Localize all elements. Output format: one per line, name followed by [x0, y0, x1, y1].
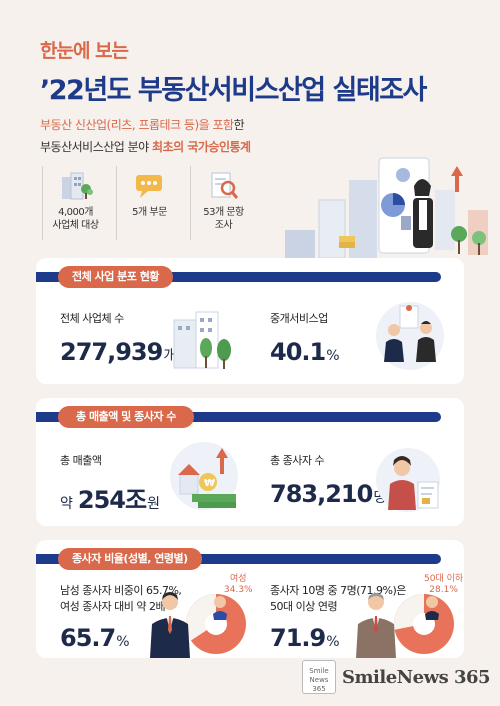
total-employees-label: 총 종사자 수 [270, 454, 325, 467]
value-unit: 개 [163, 348, 176, 364]
logo-line1: Smile [309, 667, 329, 675]
section-tag: 총 매출액 및 종사자 수 [58, 406, 194, 428]
feature-questions: 53개 문항 조사 [190, 166, 256, 240]
section-tag: 종사자 비율(성별, 연령별) [58, 548, 202, 570]
brand-name: SmileNews 365 [342, 666, 491, 688]
description-line-2: 부동산서비스산업 분야 최초의 국가승인통계 [40, 138, 251, 155]
description-accent: 부동산 신산업(리츠, 프롭테크 등)을 포함 [40, 118, 234, 132]
feature-label-line2: 조사 [214, 220, 233, 231]
description-line-1: 부동산 신산업(리츠, 프롭테크 등)을 포함한 [40, 116, 245, 133]
logo-line3: 365 [312, 685, 326, 693]
value-number: 783,210 [270, 480, 373, 508]
value-number: 254조 [77, 486, 147, 514]
description-plain: 부동산서비스산업 분야 [40, 140, 153, 154]
magnifier-document-icon [191, 166, 256, 206]
pie-label-line1: 여성 [230, 574, 247, 584]
feature-label-line1: 5개 부문 [132, 207, 167, 218]
feature-label-line1: 53개 문항 [203, 207, 244, 218]
age-ratio-label-line1: 종사자 10명 중 7명(71.9%)은 [270, 584, 406, 597]
value-unit: % [326, 634, 339, 650]
chat-bubble-icon [117, 166, 182, 206]
gender-pie-graphic [186, 594, 246, 654]
section-tag: 전체 사업 분포 현황 [58, 266, 173, 288]
value-prefix: 약 [60, 496, 73, 512]
total-sales-label: 총 매출액 [60, 454, 102, 467]
total-businesses-label: 전체 사업체 수 [60, 312, 124, 325]
value-number: 277,939 [60, 338, 163, 366]
brokers-meeting-illustration [374, 300, 446, 376]
feature-businesses: 4,000개 사업체 대상 [42, 166, 108, 240]
total-employees-value: 783,210명 [270, 480, 386, 508]
logo-line2: News [309, 676, 329, 684]
male-figure [150, 592, 190, 658]
section-bar [36, 554, 441, 564]
pie-label-line2: 34.3% [224, 585, 253, 595]
under50-ratio-label: 50대 이하 28.1% [424, 574, 463, 596]
card-sales-employees: 총 매출액 및 종사자 수 총 매출액 약 254조원 ₩ 총 종사자 수 783… [36, 398, 464, 526]
value-number: 65.7 [60, 624, 116, 652]
pie-label-line2: 28.1% [429, 585, 458, 595]
age-pie-chart [350, 580, 458, 662]
section-bar [36, 272, 441, 282]
senior-figure [356, 593, 396, 658]
smilenews-logo: Smile News 365 [302, 660, 336, 694]
gender-ratio-label-line2: 여성 종사자 대비 약 2배 [60, 600, 166, 613]
value-number: 71.9 [270, 624, 326, 652]
svg-text:₩: ₩ [204, 478, 215, 489]
female-avatar [214, 596, 226, 608]
buildings-icon [43, 166, 108, 206]
age-ratio-label-line2: 50대 이상 연령 [270, 600, 338, 613]
gender-pie-chart [142, 580, 250, 662]
value-number: 40.1 [270, 338, 326, 366]
section-bar [36, 412, 441, 422]
young-avatar [426, 596, 438, 608]
feature-label-line2: 사업체 대상 [52, 220, 99, 231]
city-illustration [275, 150, 495, 260]
card-business-distribution: 전체 사업 분포 현황 전체 사업체 수 277,939개 중개서비스업 40.… [36, 258, 464, 384]
page-title: ’22년도 부동산서비스산업 실태조사 [40, 75, 427, 106]
employee-illustration [374, 446, 446, 522]
feature-sections: 5개 부문 [116, 166, 182, 240]
gender-ratio-label-line1: 남성 종사자 비중이 65.7%, [60, 584, 182, 597]
value-unit: % [326, 348, 339, 364]
male-ratio-value: 65.7% [60, 624, 130, 652]
sales-growth-illustration: ₩ [168, 440, 240, 516]
female-ratio-label: 여성 34.3% [224, 574, 253, 596]
feature-label-line1: 4,000개 [58, 207, 93, 218]
smilenews-watermark: Smile News 365 SmileNews 365 [302, 660, 492, 694]
value-unit: 원 [147, 496, 160, 512]
brokerage-value: 40.1% [270, 338, 340, 366]
brokerage-label: 중개서비스업 [270, 312, 328, 325]
total-sales-value: 약 254조원 [60, 480, 160, 515]
age-pie-graphic [394, 594, 454, 654]
buildings-trees-illustration [172, 306, 240, 374]
subtitle: 한눈에 보는 [40, 40, 129, 62]
description-rest: 한 [233, 118, 245, 132]
card-employee-ratio: 종사자 비율(성별, 연령별) 남성 종사자 비중이 65.7%, 여성 종사자… [36, 540, 464, 658]
over50-ratio-value: 71.9% [270, 624, 340, 652]
description-highlight: 최초의 국가승인통계 [152, 140, 251, 154]
pie-label-line1: 50대 이하 [424, 574, 464, 584]
value-unit: % [116, 634, 129, 650]
total-businesses-value: 277,939개 [60, 338, 176, 366]
